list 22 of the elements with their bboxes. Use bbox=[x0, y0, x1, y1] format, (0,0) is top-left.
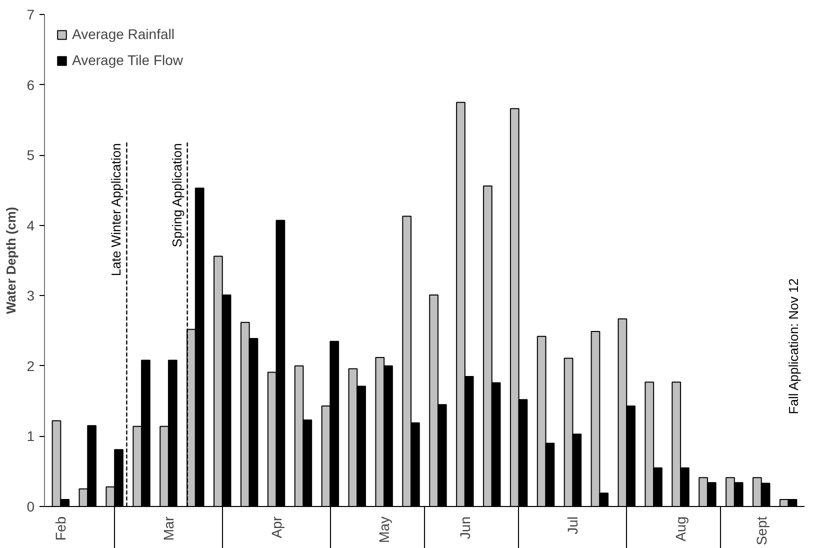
annotation: Spring Application bbox=[169, 143, 184, 248]
y-tick-label: 2 bbox=[26, 358, 35, 374]
annotation: Late Winter Application bbox=[108, 143, 124, 276]
y-tick-label: 0 bbox=[26, 498, 35, 514]
legend-label: Average Tile Flow bbox=[72, 52, 184, 68]
x-tick-label: Mar bbox=[160, 516, 176, 541]
y-tick-label: 1 bbox=[26, 428, 35, 444]
x-tick-label: May bbox=[376, 516, 392, 543]
annotation: Fall Application: Nov 12 bbox=[786, 278, 802, 414]
legend-label: Average Rainfall bbox=[72, 26, 174, 42]
x-tick-label: Apr bbox=[268, 516, 284, 538]
y-tick-label: 6 bbox=[26, 76, 35, 93]
x-tick-label: Jul bbox=[564, 516, 581, 534]
y-tick-label: 3 bbox=[26, 288, 35, 304]
x-tick-label: Sept bbox=[753, 516, 770, 546]
y-tick-label: 7 bbox=[26, 6, 35, 22]
y-tick-label: 4 bbox=[26, 217, 35, 234]
x-tick-label: Jun bbox=[456, 516, 473, 540]
x-tick-label: Feb bbox=[52, 516, 69, 541]
y-tick-label: 5 bbox=[26, 147, 35, 164]
x-tick-label: Aug bbox=[672, 516, 689, 542]
y-axis-title: Water Depth (cm) bbox=[4, 206, 19, 314]
